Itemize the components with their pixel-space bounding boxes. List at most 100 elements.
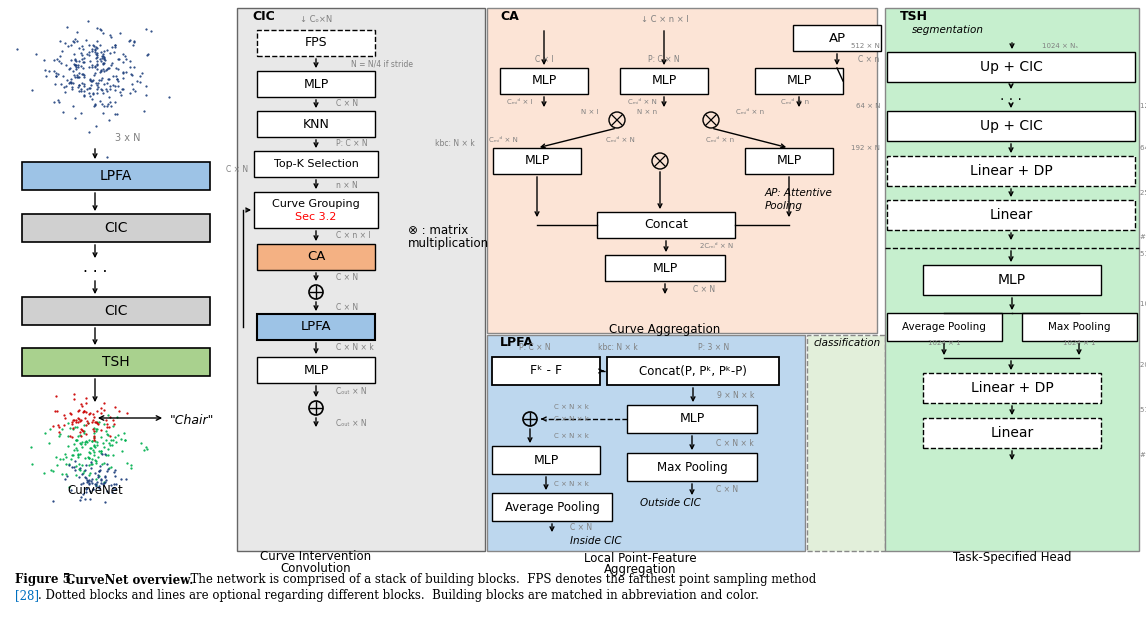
Text: Task-Specified Head: Task-Specified Head <box>952 550 1072 563</box>
Text: Cₒᵤₜ × N: Cₒᵤₜ × N <box>336 387 367 396</box>
Text: Cₒᵤₜ × N: Cₒᵤₜ × N <box>336 419 367 428</box>
Text: P: C × N: P: C × N <box>649 56 680 65</box>
Bar <box>237 8 485 551</box>
Text: Pooling: Pooling <box>766 201 803 211</box>
Text: MLP: MLP <box>651 74 676 88</box>
Text: C × N × k: C × N × k <box>716 438 754 447</box>
Text: Cₘᵢᵈ × N: Cₘᵢᵈ × N <box>488 137 518 143</box>
Text: AP: Attentive: AP: Attentive <box>766 188 833 198</box>
Bar <box>755 68 843 94</box>
Text: MLP: MLP <box>998 273 1026 287</box>
Text: MLP: MLP <box>652 262 677 275</box>
Text: Concat: Concat <box>644 218 688 232</box>
Text: Concat(P, Pᵏ, Pᵏ-P): Concat(P, Pᵏ, Pᵏ-P) <box>639 365 747 378</box>
Text: LPFA: LPFA <box>100 169 132 183</box>
Bar <box>887 52 1135 82</box>
Bar <box>605 255 725 281</box>
Text: P: C × N: P: C × N <box>336 140 368 148</box>
Text: [28]: [28] <box>15 589 39 602</box>
Text: Top-K Selection: Top-K Selection <box>274 159 359 169</box>
Text: KNN: KNN <box>303 118 329 131</box>
Bar <box>257 357 375 383</box>
Text: Sec 3.2: Sec 3.2 <box>296 212 337 222</box>
Text: segmentation: segmentation <box>912 25 984 35</box>
Text: MLP: MLP <box>680 413 705 426</box>
Text: C × N × k: C × N × k <box>554 433 589 439</box>
Text: C × N × k: C × N × k <box>554 481 589 487</box>
Text: Cₘᵢᵈ × N: Cₘᵢᵈ × N <box>628 99 657 105</box>
Bar <box>492 446 601 474</box>
Bar <box>22 297 210 325</box>
Text: Inside CIC: Inside CIC <box>570 536 621 546</box>
Text: C × N × k: C × N × k <box>336 344 374 353</box>
Text: Fᵏ - F: Fᵏ - F <box>529 365 562 378</box>
Bar <box>745 148 833 174</box>
Bar <box>254 151 378 177</box>
Text: ↓ Cₒ×N: ↓ Cₒ×N <box>300 15 332 24</box>
Text: C × N: C × N <box>570 524 592 532</box>
Text: Linear: Linear <box>990 426 1034 440</box>
Text: CurveNet overview.: CurveNet overview. <box>66 573 194 586</box>
Text: C × N: C × N <box>336 273 358 282</box>
Bar <box>793 25 881 51</box>
Bar <box>607 357 779 385</box>
Text: CA: CA <box>307 250 325 264</box>
Text: #classes × N: #classes × N <box>1140 234 1146 240</box>
Bar <box>493 148 581 174</box>
Text: 1024 × 1: 1024 × 1 <box>928 340 960 346</box>
Text: CIC: CIC <box>104 304 127 318</box>
Bar <box>487 335 804 551</box>
Text: 128 × N': 128 × N' <box>1140 103 1146 109</box>
Text: #classes × 1: #classes × 1 <box>1140 452 1146 458</box>
Text: Convolution: Convolution <box>281 563 352 575</box>
Bar <box>257 111 375 137</box>
Text: N × n: N × n <box>637 109 657 115</box>
Text: 256 × N: 256 × N <box>1140 190 1146 196</box>
Text: The network is comprised of a stack of building blocks.  FPS denotes the farthes: The network is comprised of a stack of b… <box>183 573 816 586</box>
Bar <box>22 162 210 190</box>
Text: Curve Grouping: Curve Grouping <box>272 199 360 209</box>
Bar <box>627 405 758 433</box>
Text: Linear + DP: Linear + DP <box>970 164 1052 178</box>
Text: Cₘᵢᵈ × n: Cₘᵢᵈ × n <box>736 109 764 115</box>
Text: C × N: C × N <box>226 166 248 175</box>
Text: . . .: . . . <box>83 260 108 275</box>
Bar <box>923 265 1101 295</box>
Bar <box>257 244 375 270</box>
Text: Cₘᵢᵈ × N: Cₘᵢᵈ × N <box>605 137 635 143</box>
Text: classification: classification <box>814 338 881 348</box>
Bar <box>887 313 1002 341</box>
Bar <box>257 71 375 97</box>
Bar <box>807 335 885 551</box>
Text: LPFA: LPFA <box>500 337 534 349</box>
Text: FPS: FPS <box>305 36 328 49</box>
Text: Up + CIC: Up + CIC <box>980 119 1043 133</box>
Text: Outside CIC: Outside CIC <box>639 498 701 508</box>
Text: Aggregation: Aggregation <box>604 563 676 577</box>
Text: Max Pooling: Max Pooling <box>1047 322 1110 332</box>
Bar <box>22 214 210 242</box>
Text: C × N × k: C × N × k <box>554 416 589 422</box>
Text: 512 × N: 512 × N <box>1140 251 1146 257</box>
Text: C × N × k: C × N × k <box>554 404 589 410</box>
Text: ↓ C × n × l: ↓ C × n × l <box>641 15 689 24</box>
Text: MLP: MLP <box>786 74 811 88</box>
Text: n × N: n × N <box>336 180 358 189</box>
Text: 192 × N: 192 × N <box>851 145 880 151</box>
Text: C × N: C × N <box>716 486 738 495</box>
Text: 1024 × 1: 1024 × 1 <box>1062 340 1096 346</box>
Text: C × N: C × N <box>336 99 358 109</box>
Text: kbc: N × k: kbc: N × k <box>435 140 474 148</box>
Text: Linear + DP: Linear + DP <box>971 381 1053 395</box>
Text: Cₘᵢᵈ × n: Cₘᵢᵈ × n <box>780 99 809 105</box>
Text: 2048 × 1: 2048 × 1 <box>1140 362 1146 368</box>
Text: 1024 × N: 1024 × N <box>1140 301 1146 307</box>
Bar <box>492 493 612 521</box>
Text: Curve Aggregation: Curve Aggregation <box>610 323 721 337</box>
Bar <box>1022 313 1137 341</box>
Text: 2Cₘᵢᵈ × N: 2Cₘᵢᵈ × N <box>700 243 733 249</box>
Text: C × N: C × N <box>336 303 358 312</box>
Text: C × N: C × N <box>693 285 715 294</box>
Text: CIC: CIC <box>252 10 275 24</box>
Text: P: 3 × N: P: 3 × N <box>698 344 730 353</box>
